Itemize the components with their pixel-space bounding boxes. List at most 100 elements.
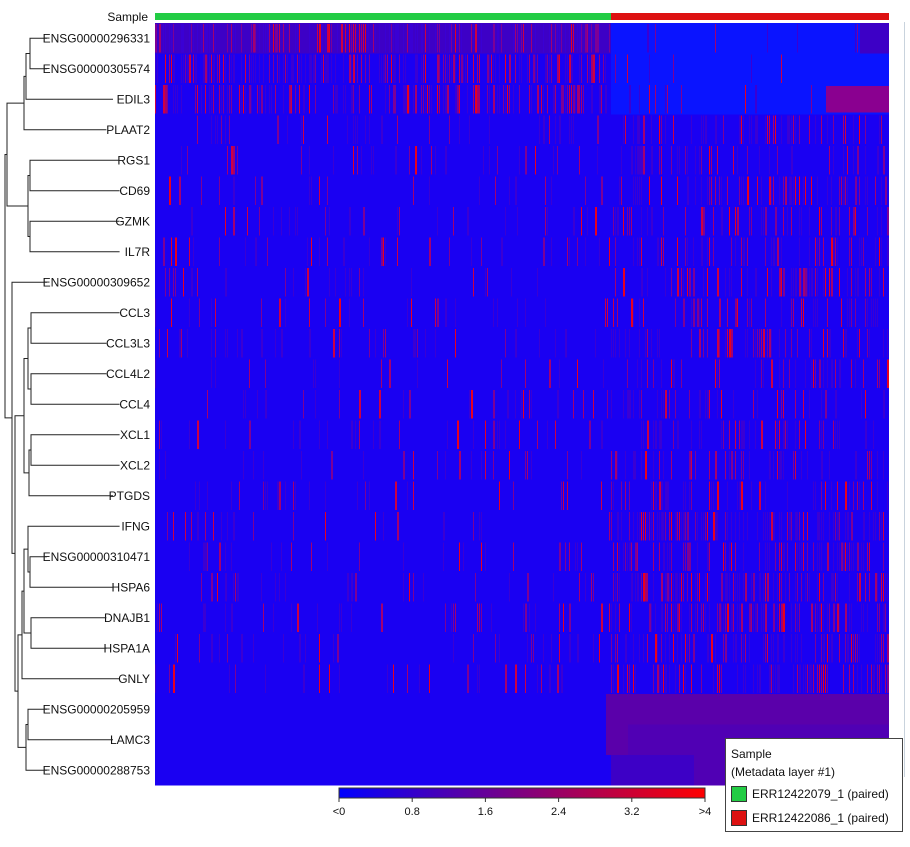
cell-streak xyxy=(807,512,808,541)
cell-streak xyxy=(687,176,689,205)
cell-streak xyxy=(877,573,878,602)
cell-streak xyxy=(557,664,559,693)
cell-streak xyxy=(189,420,190,449)
cell-streak xyxy=(573,390,574,419)
cell-streak xyxy=(361,24,362,53)
cell-streak xyxy=(677,420,679,449)
cell-streak xyxy=(699,573,700,602)
cell-streak xyxy=(463,542,464,571)
cell-streak xyxy=(525,664,526,693)
cell-streak xyxy=(701,298,702,327)
cell-streak xyxy=(871,481,872,510)
cell-streak xyxy=(735,420,736,449)
cell-streak xyxy=(525,298,526,327)
cell-streak xyxy=(251,54,252,83)
cell-streak xyxy=(763,634,764,663)
cell-streak xyxy=(677,634,678,663)
cell-streak xyxy=(841,542,843,571)
cell-streak xyxy=(767,512,768,541)
cell-streak xyxy=(789,115,790,144)
cell-streak xyxy=(309,24,310,53)
cell-streak xyxy=(339,298,341,327)
cell-streak xyxy=(205,512,206,541)
cell-streak xyxy=(851,634,852,663)
legend-item-group-2[interactable]: ERR12422086_1 (paired) xyxy=(731,807,902,829)
cell-streak xyxy=(529,85,530,114)
cell-streak xyxy=(197,512,199,541)
cell-streak xyxy=(575,542,576,571)
cell-streak xyxy=(403,573,404,602)
cell-streak xyxy=(827,603,828,632)
cell-streak xyxy=(663,390,664,419)
cell-streak xyxy=(817,237,818,266)
cell-streak xyxy=(741,237,742,266)
cell-streak xyxy=(659,512,660,541)
cell-streak xyxy=(369,54,370,83)
cell-streak xyxy=(201,24,202,53)
legend-item-group-1[interactable]: ERR12422079_1 (paired) xyxy=(731,783,902,805)
cell-streak xyxy=(455,298,456,327)
cell-streak xyxy=(847,146,848,175)
cell-streak xyxy=(867,451,868,480)
cell-streak xyxy=(413,329,415,358)
cell-streak xyxy=(453,207,454,236)
cell-streak xyxy=(181,146,182,175)
cell-streak xyxy=(563,603,564,632)
cell-streak xyxy=(773,603,775,632)
cell-streak xyxy=(845,176,846,205)
cell-streak xyxy=(539,329,540,358)
cell-streak xyxy=(653,359,654,388)
cell-streak xyxy=(845,115,846,144)
cell-streak xyxy=(727,298,728,327)
cell-streak xyxy=(183,24,184,53)
cell-streak xyxy=(755,268,757,297)
cell-streak xyxy=(769,451,771,480)
cell-streak xyxy=(791,115,792,144)
cell-streak xyxy=(283,24,284,53)
cell-streak xyxy=(847,634,849,663)
cell-streak xyxy=(691,573,692,602)
cell-streak xyxy=(351,573,353,602)
cell-streak xyxy=(779,359,780,388)
cell-streak xyxy=(687,268,688,297)
cell-streak xyxy=(655,85,656,114)
vertical-scrollbar[interactable] xyxy=(904,22,910,777)
cell-streak xyxy=(211,634,213,663)
cell-streak xyxy=(473,420,474,449)
cell-streak xyxy=(319,664,320,693)
cell-streak xyxy=(659,451,660,480)
cell-streak xyxy=(741,115,742,144)
cell-streak xyxy=(471,24,472,53)
cell-streak xyxy=(573,207,575,236)
cell-streak xyxy=(191,268,193,297)
cell-streak xyxy=(741,176,742,205)
cell-streak xyxy=(781,237,782,266)
cell-streak xyxy=(369,85,370,114)
cell-streak xyxy=(547,85,548,114)
cell-streak xyxy=(647,207,648,236)
cell-streak xyxy=(417,24,418,53)
cell-streak xyxy=(337,85,338,114)
cell-streak xyxy=(639,512,640,541)
cell-streak xyxy=(681,512,682,541)
cell-streak xyxy=(571,85,572,114)
cell-streak xyxy=(509,85,510,114)
cell-streak xyxy=(173,268,174,297)
cell-streak xyxy=(879,664,880,693)
cell-streak xyxy=(831,207,832,236)
cell-streak xyxy=(659,664,660,693)
cell-streak xyxy=(297,207,298,236)
cell-streak xyxy=(797,634,798,663)
cell-streak xyxy=(789,512,791,541)
cell-streak xyxy=(215,24,216,53)
cell-streak xyxy=(787,420,788,449)
cell-streak xyxy=(405,85,407,114)
cell-streak xyxy=(189,542,190,571)
cell-streak xyxy=(261,176,263,205)
cell-streak xyxy=(845,634,846,663)
cell-streak xyxy=(753,573,755,602)
cell-streak xyxy=(759,664,761,693)
cell-streak xyxy=(865,268,866,297)
heatmap-cells[interactable] xyxy=(155,23,889,786)
cell-streak xyxy=(633,512,634,541)
